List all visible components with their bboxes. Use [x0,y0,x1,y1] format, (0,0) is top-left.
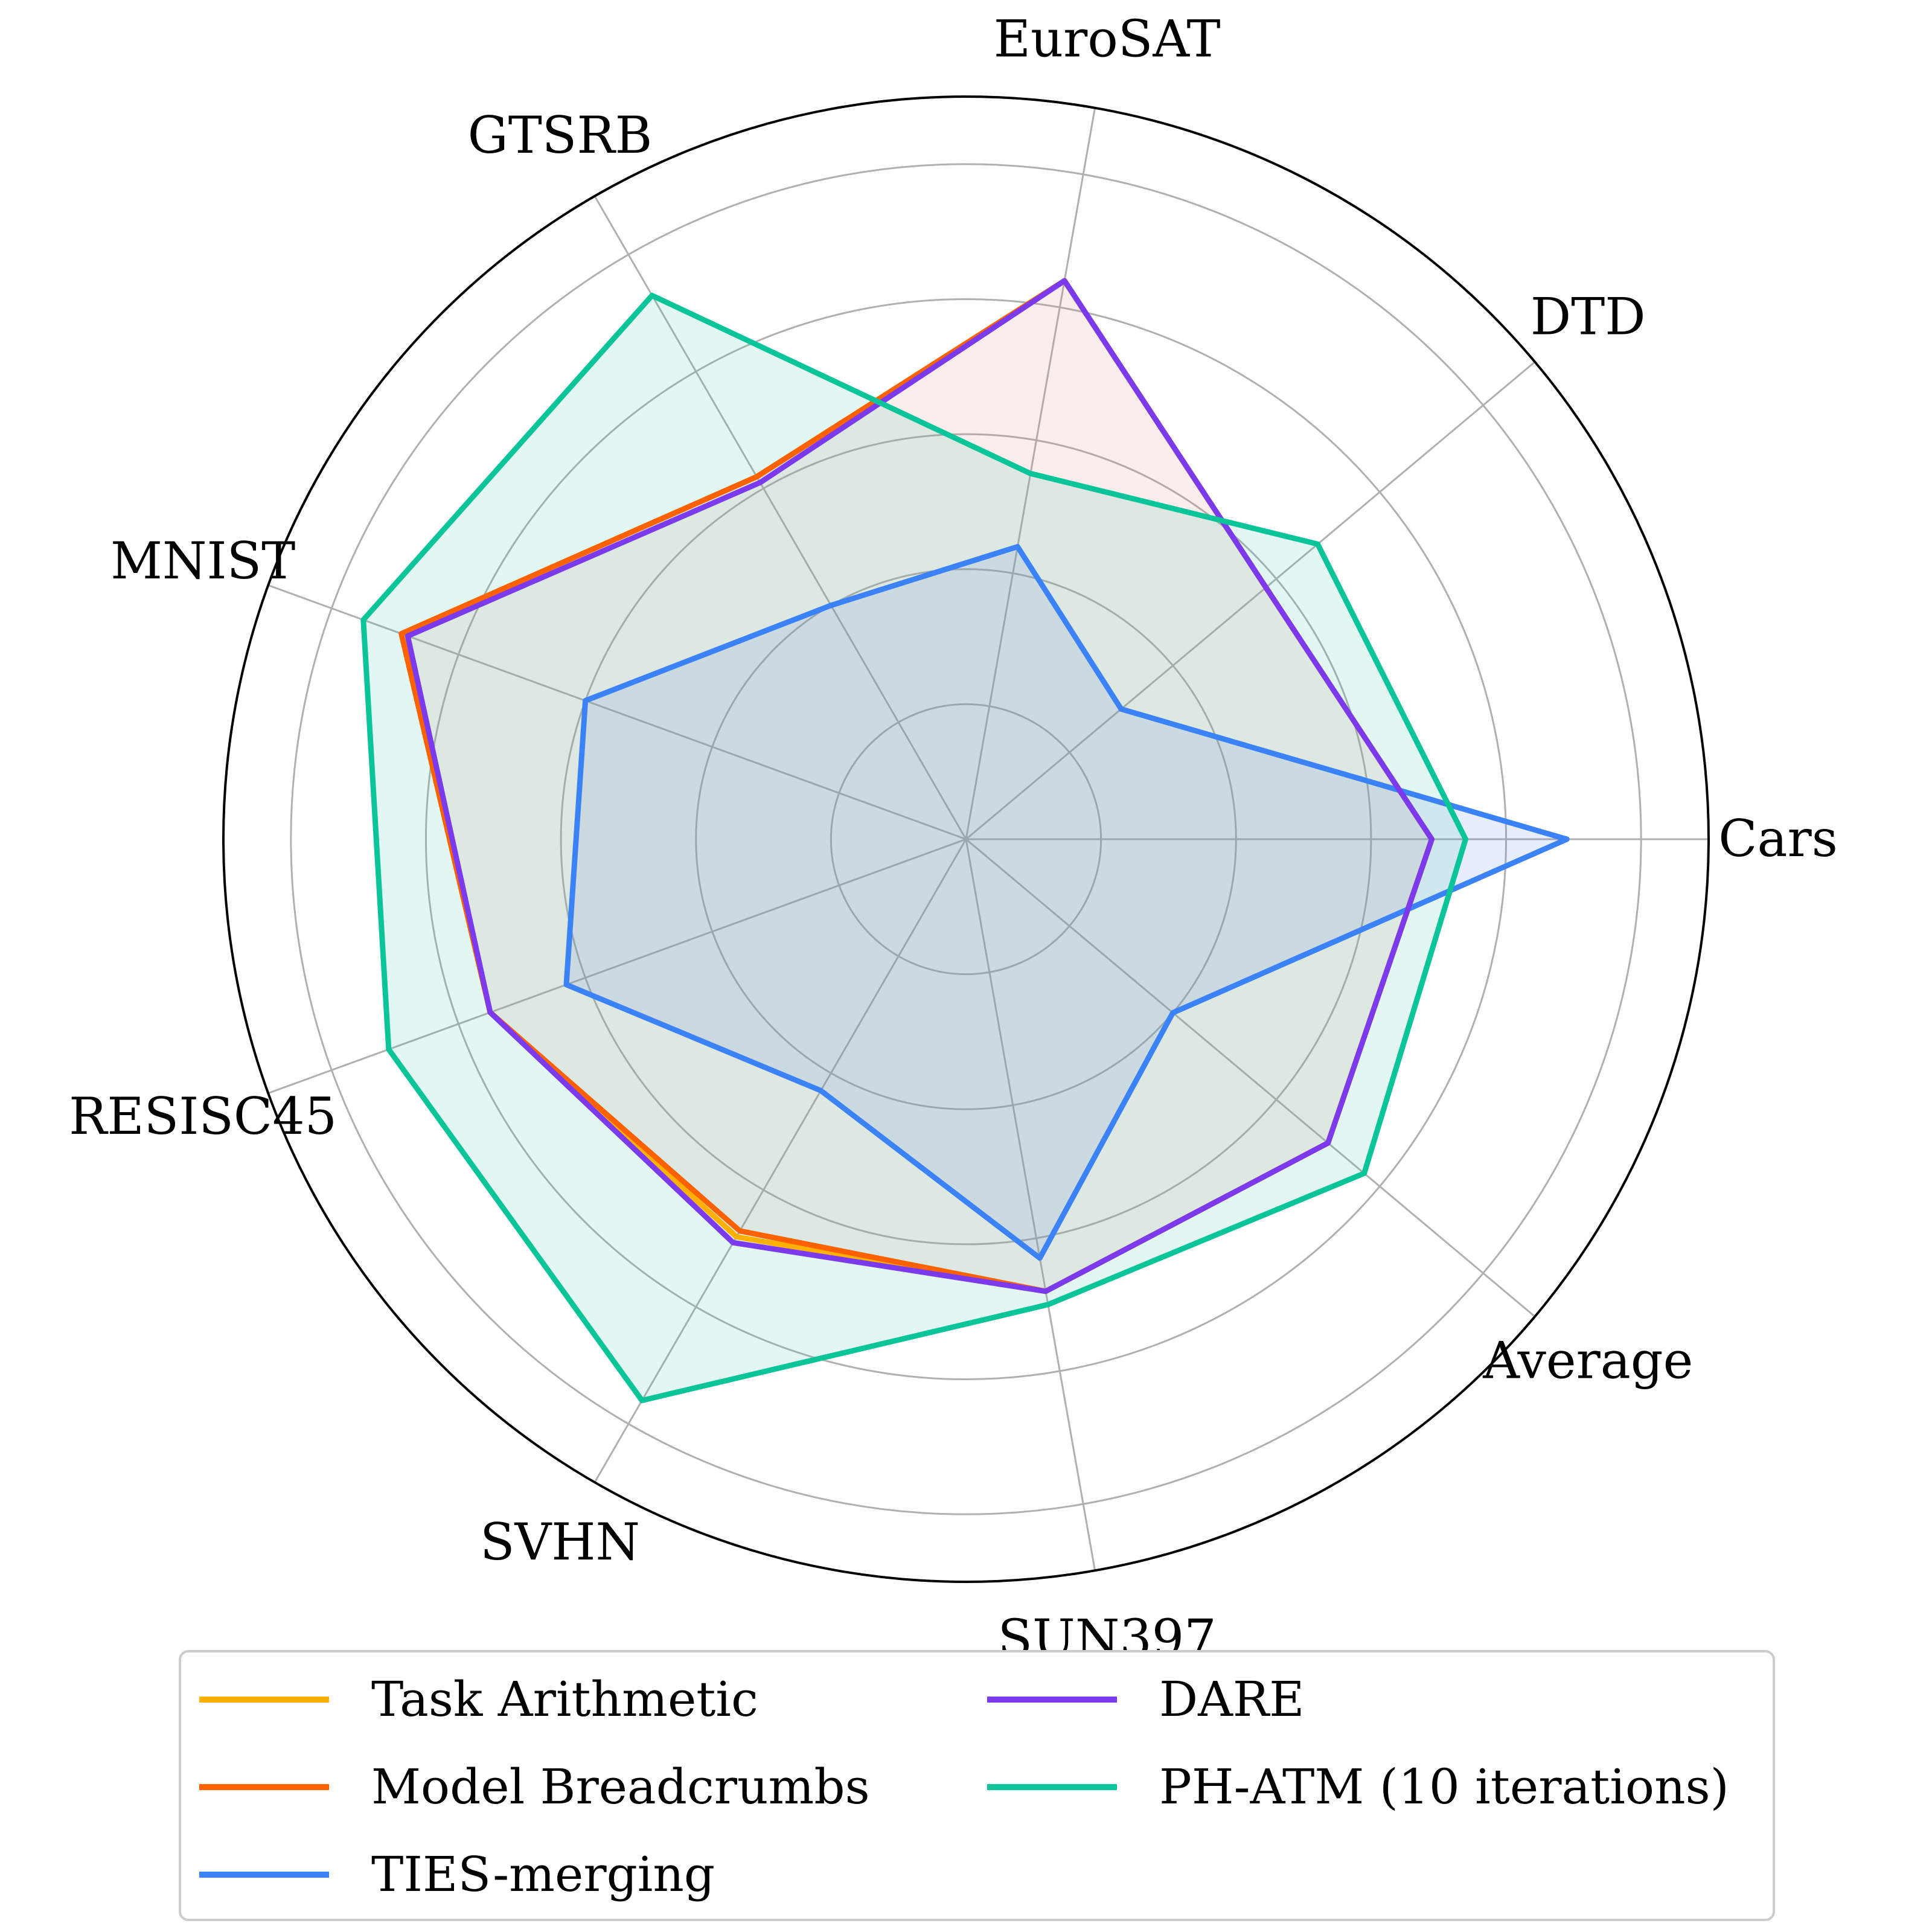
axis-label-dtd: DTD [1531,287,1646,347]
axis-label-svhn: SVHN [480,1512,640,1572]
axis-label-eurosat: EuroSAT [994,9,1221,68]
series-fills [363,281,1567,1401]
legend-label-dare: DARE [1159,1671,1305,1727]
outer-frame [222,95,1710,1583]
series-line-ph-atm-10-iterations [360,292,1468,1404]
spoke-mnist [267,584,967,840]
legend-frame [179,1650,1775,1921]
legend-label-task-arithmetic: Task Arithmetic [371,1671,758,1727]
legend: Task Arithmetic Model Breadcrumbs TIES-mer… [179,1650,1775,1921]
spoke-sun397 [965,839,1096,1571]
spoke-svhn [593,839,967,1483]
series-fill-model-breadcrumbs [401,281,1432,1291]
spoke-resisc45 [267,838,967,1095]
series-line-dare [405,278,1435,1294]
legend-label-ph-atm-10-iterations: PH-ATM (10 iterations) [1159,1759,1729,1815]
axis-label-cars: Cars [1718,809,1838,868]
axis-labels: CarsDTDEuroSATGTSRBMNISTRESISC45SVHNSUN3… [69,9,1838,1668]
series-lines [360,278,1570,1404]
series-fill-ties-merging [566,546,1567,1258]
axis-label-mnist: MNIST [110,531,295,590]
spoke-average [965,838,1536,1317]
legend-label-ties-merging: TIES-merging [371,1846,715,1902]
spoke-dtd [965,361,1536,840]
series-fill-ph-atm-10-iterations [363,295,1466,1401]
series-line-ties-merging [563,544,1570,1261]
axis-label-gtsrb: GTSRB [468,106,653,165]
radar-grid [222,95,1710,1583]
legend-label-model-breadcrumbs: Model Breadcrumbs [371,1759,870,1815]
axis-label-resisc45: RESISC45 [69,1087,337,1146]
spoke-gtsrb [593,196,967,840]
axis-label-average: Average [1482,1331,1693,1390]
